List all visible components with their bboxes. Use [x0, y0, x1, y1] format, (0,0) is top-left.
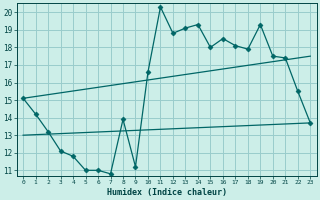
X-axis label: Humidex (Indice chaleur): Humidex (Indice chaleur) [107, 188, 227, 197]
